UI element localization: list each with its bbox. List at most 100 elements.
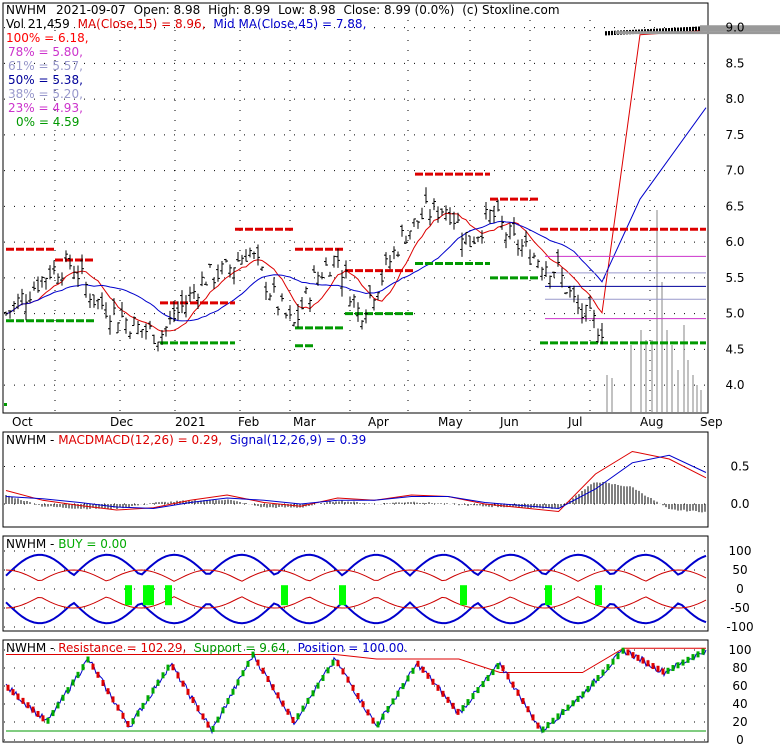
buy-panel: 100 50 0 -50 -100 NWHM - BUY = 0.00 <box>2 535 754 634</box>
y-tick-label: 100 <box>729 643 752 657</box>
sr-step-block <box>61 694 65 701</box>
sr-step-block <box>576 695 580 702</box>
sr-step-block <box>441 690 445 697</box>
sr-step-block <box>116 704 120 711</box>
sr-step-block <box>261 667 265 674</box>
sr-step-block <box>421 666 425 673</box>
buy-marker <box>339 585 346 606</box>
sr-step-block <box>611 658 615 665</box>
sr-step-block <box>96 671 100 678</box>
price-title: NWHM 2021-09-07 Open: 8.98 High: 8.99 Lo… <box>6 3 560 17</box>
sr-step-block <box>361 701 365 708</box>
buy-marker <box>545 585 552 606</box>
sr-step-block <box>316 682 320 689</box>
y-tick-label: 50 <box>732 563 747 577</box>
sr-step-block <box>141 702 145 709</box>
sr-step-block <box>161 672 165 679</box>
sr-step-block <box>666 667 670 674</box>
sr-step-block <box>91 663 95 670</box>
sr-step-block <box>546 722 550 729</box>
ma15-line <box>5 29 707 332</box>
fib-label-61: 61% = 5.57, <box>8 59 83 73</box>
y-tick-label: 0.0 <box>730 497 749 511</box>
sr-step-block <box>196 705 200 712</box>
sr-step-block <box>531 714 535 721</box>
x-tick-label: Mar <box>293 415 316 429</box>
sr-step-block <box>701 648 705 655</box>
buy-upper-signal <box>5 569 707 582</box>
sr-step-block <box>551 717 555 724</box>
sr-step-block <box>176 672 180 679</box>
sr-step-block <box>106 688 110 695</box>
fib-label-38: 38% = 5.20, <box>8 87 83 101</box>
ma45-line <box>5 107 707 322</box>
sr-step-block <box>66 687 70 694</box>
sr-step-block <box>101 680 105 687</box>
x-tick-label: Aug <box>640 415 663 429</box>
sr-resistance-line <box>6 647 706 673</box>
y-tick-label: 5.5 <box>725 271 744 285</box>
sr-step-block <box>331 659 335 666</box>
y-tick-label: 0 <box>736 582 744 596</box>
sr-step-block <box>236 679 240 686</box>
fib-label-0: 0% = 4.59 <box>16 115 79 129</box>
macd-panel: 0.5 0.0 NWHM - MACDMACD(12,26) = 0.29, Si… <box>2 431 750 528</box>
sr-step-block <box>646 660 650 667</box>
sr-step-block <box>81 664 85 671</box>
y-tick-label: 4.0 <box>725 378 744 392</box>
sr-step-block <box>641 657 645 664</box>
sr-step-block <box>121 712 125 719</box>
macd-line <box>5 450 707 513</box>
buy-lines <box>5 553 707 625</box>
sr-panel: 100 80 60 40 20 0 NWHM - Resistance = 102.29,… <box>2 639 752 745</box>
sr-step-block <box>681 659 685 666</box>
buy-lower-band <box>5 601 707 625</box>
sr-step-block <box>516 689 520 696</box>
y-tick-label: 6.5 <box>725 199 744 213</box>
sr-step-block <box>111 696 115 703</box>
sr-step-block <box>326 667 330 674</box>
sr-step-block <box>566 704 570 711</box>
sr-step-block <box>616 653 620 660</box>
sr-step-block <box>381 713 385 720</box>
sr-step-block <box>301 705 305 712</box>
sr-step-block <box>451 702 455 709</box>
sr-step-block <box>246 660 250 667</box>
sr-step-block <box>186 688 190 695</box>
sr-step-block <box>46 717 50 724</box>
buy-upper-band <box>5 553 707 577</box>
y-tick-label: 7.0 <box>725 164 744 178</box>
buy-marker <box>147 585 154 606</box>
y-tick-label: 100 <box>729 544 752 558</box>
y-tick-label: 8.5 <box>725 56 744 70</box>
sr-step-block <box>26 702 30 709</box>
sr-step-block <box>56 702 60 709</box>
sr-step-block <box>581 691 585 698</box>
sr-step-block <box>226 698 230 705</box>
sr-step-block <box>491 669 495 676</box>
sr-step-block <box>436 684 440 691</box>
sr-step-block <box>241 670 245 677</box>
sr-step-block <box>526 706 530 713</box>
sr-step-block <box>656 665 660 672</box>
sr-step-block <box>411 667 415 674</box>
sr-step-block <box>276 692 280 699</box>
sr-step-block <box>266 675 270 682</box>
buy-marker <box>143 585 150 606</box>
sr-step-block <box>311 690 315 697</box>
sr-step-block <box>391 698 395 705</box>
sr-step-block <box>6 684 10 691</box>
sr-step-block <box>206 721 210 728</box>
sr-step-block <box>521 698 525 705</box>
sr-step-block <box>446 696 450 703</box>
buy-markers <box>125 585 602 606</box>
fib-label-23: 23% = 4.93, <box>8 101 83 115</box>
sr-step-block <box>31 706 35 713</box>
sr-step-block <box>586 685 590 692</box>
sr-step-block <box>136 710 140 717</box>
y-tick-label: 80 <box>732 661 747 675</box>
sr-step-block <box>396 690 400 697</box>
buy-y-ticks: 100 50 0 -50 -100 <box>726 544 753 634</box>
sr-step-block <box>661 668 665 675</box>
